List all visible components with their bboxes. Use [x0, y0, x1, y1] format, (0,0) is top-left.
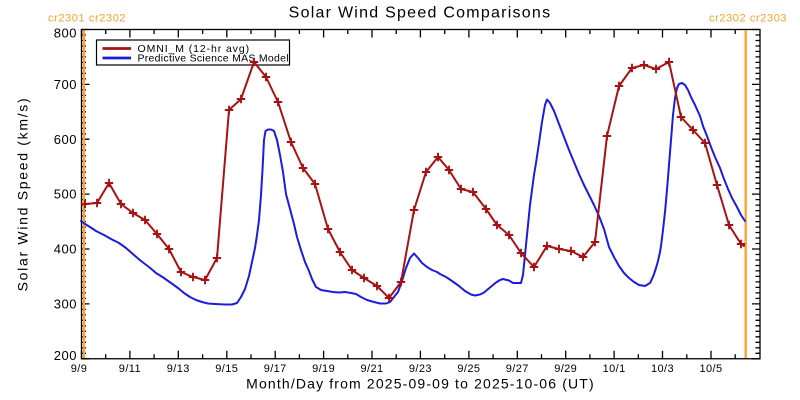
svg-text:OMNI_M (12-hr avg): OMNI_M (12-hr avg)	[138, 43, 250, 55]
svg-text:700: 700	[54, 77, 77, 92]
svg-text:Solar Wind Speed Comparisons: Solar Wind Speed Comparisons	[289, 5, 552, 22]
svg-text:500: 500	[54, 187, 77, 202]
svg-text:400: 400	[54, 242, 77, 257]
svg-text:9/13: 9/13	[167, 363, 190, 375]
svg-text:9/27: 9/27	[506, 363, 529, 375]
svg-text:cr2302 cr2303: cr2302 cr2303	[709, 13, 787, 25]
svg-text:800: 800	[54, 26, 77, 41]
svg-text:cr2301 cr2302: cr2301 cr2302	[48, 13, 126, 25]
svg-text:9/9: 9/9	[71, 363, 88, 375]
svg-text:9/25: 9/25	[457, 363, 480, 375]
svg-text:9/15: 9/15	[215, 363, 238, 375]
svg-text:Solar Wind Speed (km/s): Solar Wind Speed (km/s)	[15, 97, 31, 292]
svg-text:Predictive Science MAS Model: Predictive Science MAS Model	[138, 53, 289, 65]
svg-text:9/21: 9/21	[360, 363, 383, 375]
svg-text:9/17: 9/17	[264, 363, 287, 375]
svg-text:9/23: 9/23	[409, 363, 432, 375]
svg-text:10/5: 10/5	[699, 363, 722, 375]
svg-text:9/29: 9/29	[554, 363, 577, 375]
svg-text:10/3: 10/3	[651, 363, 674, 375]
svg-text:10/1: 10/1	[603, 363, 626, 375]
svg-text:200: 200	[54, 348, 77, 363]
svg-text:300: 300	[54, 296, 77, 311]
svg-text:600: 600	[54, 132, 77, 147]
svg-text:9/19: 9/19	[312, 363, 335, 375]
svg-text:9/11: 9/11	[119, 363, 141, 375]
svg-text:Month/Day from 2025-09-09 to 2: Month/Day from 2025-09-09 to 2025-10-06 …	[246, 376, 595, 392]
